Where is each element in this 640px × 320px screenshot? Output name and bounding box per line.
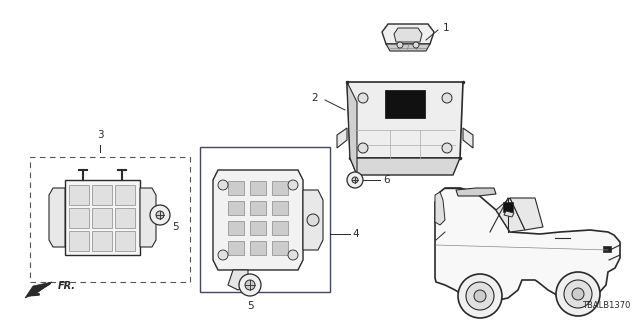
- Circle shape: [245, 280, 255, 290]
- Bar: [272, 241, 288, 255]
- Bar: [228, 201, 244, 215]
- Bar: [115, 231, 135, 251]
- Bar: [200, 147, 330, 292]
- Bar: [603, 246, 611, 252]
- Bar: [69, 231, 89, 251]
- Polygon shape: [49, 188, 65, 247]
- Polygon shape: [382, 24, 434, 44]
- Circle shape: [218, 250, 228, 260]
- Bar: [272, 181, 288, 195]
- Bar: [69, 185, 89, 205]
- Polygon shape: [347, 82, 357, 175]
- Circle shape: [288, 180, 298, 190]
- Bar: [250, 201, 266, 215]
- Circle shape: [156, 211, 164, 219]
- Circle shape: [358, 93, 368, 103]
- Polygon shape: [510, 198, 543, 230]
- Polygon shape: [463, 128, 473, 148]
- Bar: [250, 241, 266, 255]
- Bar: [250, 221, 266, 235]
- Circle shape: [458, 274, 502, 318]
- Polygon shape: [140, 188, 156, 247]
- Circle shape: [150, 205, 170, 225]
- Polygon shape: [456, 188, 496, 196]
- Circle shape: [474, 290, 486, 302]
- Bar: [228, 221, 244, 235]
- Polygon shape: [213, 170, 303, 270]
- Polygon shape: [347, 82, 463, 158]
- Polygon shape: [25, 282, 52, 298]
- Text: 5: 5: [172, 222, 179, 232]
- Polygon shape: [385, 90, 425, 118]
- Text: 6: 6: [383, 175, 390, 185]
- Polygon shape: [228, 270, 248, 290]
- Bar: [65, 180, 140, 255]
- Polygon shape: [394, 28, 422, 42]
- Circle shape: [572, 288, 584, 300]
- Circle shape: [358, 143, 368, 153]
- Bar: [250, 181, 266, 195]
- Bar: [69, 208, 89, 228]
- Circle shape: [239, 274, 261, 296]
- Circle shape: [288, 250, 298, 260]
- Circle shape: [218, 180, 228, 190]
- Polygon shape: [503, 202, 513, 212]
- Bar: [272, 201, 288, 215]
- Circle shape: [466, 282, 494, 310]
- Polygon shape: [303, 190, 323, 250]
- Polygon shape: [504, 211, 514, 217]
- Polygon shape: [435, 192, 445, 225]
- Circle shape: [413, 42, 419, 48]
- Text: 3: 3: [97, 130, 103, 140]
- Bar: [228, 241, 244, 255]
- Circle shape: [307, 214, 319, 226]
- Text: TBALB1370: TBALB1370: [582, 301, 630, 310]
- Bar: [115, 185, 135, 205]
- Text: 2: 2: [312, 93, 318, 103]
- Bar: [30, 157, 190, 282]
- Bar: [115, 208, 135, 228]
- Bar: [92, 185, 112, 205]
- Circle shape: [442, 93, 452, 103]
- Text: 5: 5: [246, 301, 253, 311]
- Circle shape: [347, 172, 363, 188]
- Circle shape: [556, 272, 600, 316]
- Circle shape: [352, 177, 358, 183]
- Bar: [272, 221, 288, 235]
- Circle shape: [442, 143, 452, 153]
- Polygon shape: [337, 128, 347, 148]
- Circle shape: [564, 280, 592, 308]
- Polygon shape: [435, 188, 620, 302]
- Polygon shape: [496, 198, 525, 232]
- Bar: [92, 208, 112, 228]
- Bar: [92, 231, 112, 251]
- Text: FR.: FR.: [58, 281, 76, 291]
- Polygon shape: [350, 158, 460, 175]
- Text: 4: 4: [352, 229, 358, 239]
- Polygon shape: [386, 44, 430, 51]
- Bar: [228, 181, 244, 195]
- Circle shape: [397, 42, 403, 48]
- Text: 1: 1: [443, 23, 450, 33]
